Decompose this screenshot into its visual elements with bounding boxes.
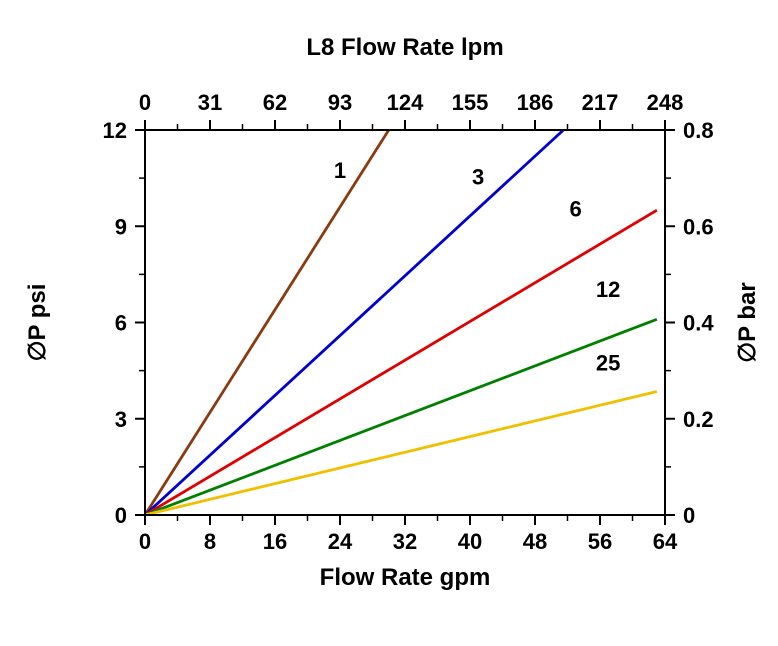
y-left-tick-9: 9 bbox=[115, 214, 127, 239]
series-label-25: 25 bbox=[596, 351, 620, 376]
y-right-tick-0.4: 0.4 bbox=[683, 311, 714, 336]
left-axis-title: ∅P psi bbox=[24, 284, 51, 362]
pressure-flow-chart: 0816243240485664031629312415518621724803… bbox=[0, 0, 778, 646]
x-bottom-tick-8: 8 bbox=[204, 529, 216, 554]
x-top-tick-62: 62 bbox=[263, 90, 287, 115]
x-top-tick-124: 124 bbox=[387, 90, 424, 115]
series-label-1: 1 bbox=[334, 158, 346, 183]
right-axis-title: ∅P bar bbox=[734, 282, 761, 363]
y-right-tick-0.8: 0.8 bbox=[683, 118, 714, 143]
x-bottom-tick-56: 56 bbox=[588, 529, 612, 554]
x-top-tick-217: 217 bbox=[582, 90, 619, 115]
y-left-tick-6: 6 bbox=[115, 311, 127, 336]
bottom-axis-title: Flow Rate gpm bbox=[320, 564, 491, 591]
series-label-6: 6 bbox=[570, 197, 582, 222]
y-left-tick-3: 3 bbox=[115, 407, 127, 432]
y-left-tick-12: 12 bbox=[103, 118, 127, 143]
x-bottom-tick-0: 0 bbox=[139, 529, 151, 554]
x-bottom-tick-64: 64 bbox=[653, 529, 678, 554]
x-top-tick-93: 93 bbox=[328, 90, 352, 115]
y-right-tick-0: 0 bbox=[683, 503, 695, 528]
x-top-tick-31: 31 bbox=[198, 90, 222, 115]
x-top-tick-186: 186 bbox=[517, 90, 554, 115]
chart-svg: 0816243240485664031629312415518621724803… bbox=[0, 0, 778, 646]
x-top-tick-248: 248 bbox=[647, 90, 684, 115]
x-bottom-tick-40: 40 bbox=[458, 529, 482, 554]
x-top-tick-155: 155 bbox=[452, 90, 489, 115]
series-label-12: 12 bbox=[596, 277, 620, 302]
y-right-tick-0.2: 0.2 bbox=[683, 407, 714, 432]
x-bottom-tick-16: 16 bbox=[263, 529, 287, 554]
y-right-tick-0.6: 0.6 bbox=[683, 214, 714, 239]
top-axis-title: L8 Flow Rate lpm bbox=[306, 34, 503, 61]
y-left-tick-0: 0 bbox=[115, 503, 127, 528]
x-bottom-tick-24: 24 bbox=[328, 529, 353, 554]
x-top-tick-0: 0 bbox=[139, 90, 151, 115]
x-bottom-tick-32: 32 bbox=[393, 529, 417, 554]
x-bottom-tick-48: 48 bbox=[523, 529, 547, 554]
series-label-3: 3 bbox=[472, 165, 484, 190]
